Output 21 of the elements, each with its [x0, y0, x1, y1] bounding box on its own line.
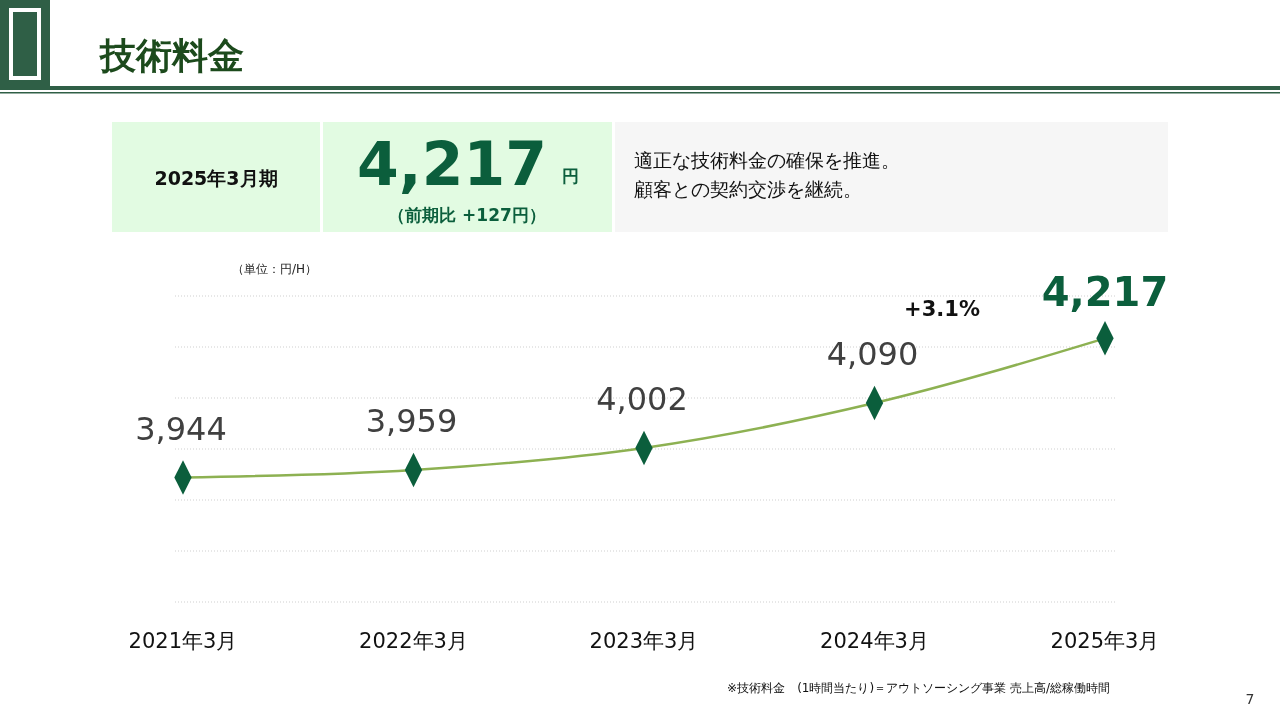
x-tick-label: 2021年3月	[128, 629, 238, 653]
x-tick-label: 2022年3月	[359, 629, 468, 653]
chart-title: 技術料金	[98, 35, 244, 76]
data-label: 4,217	[1041, 269, 1169, 316]
x-tick-label: 2025年3月	[1050, 629, 1160, 653]
data-label: 4,002	[596, 379, 688, 418]
data-label: 4,090	[826, 335, 919, 374]
data-label: 3,959	[365, 401, 458, 440]
text: （前期比 +127円）	[388, 205, 546, 225]
text: 2025年3月期	[154, 167, 278, 189]
text: 4,217	[357, 129, 547, 199]
text: +3.1%	[904, 297, 980, 321]
text: （単位：円/H）	[232, 262, 318, 276]
x-tick-label: 2024年3月	[820, 629, 929, 653]
text: 7	[1245, 691, 1255, 707]
text: 円	[561, 166, 579, 186]
text: ※技術料金 (1時間当たり)＝アウトソーシング事業 売上高/総稼働時間	[727, 681, 1110, 695]
x-tick-label: 2023年3月	[589, 629, 699, 653]
data-label: 3,944	[135, 409, 227, 448]
text: 顧客との契約交渉を継続。	[634, 178, 862, 200]
text: 適正な技術料金の確保を推進。	[634, 149, 900, 171]
